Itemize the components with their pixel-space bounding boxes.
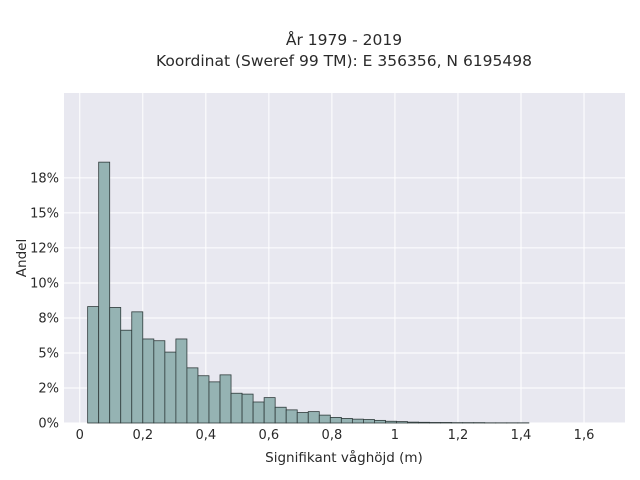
y-tick-label: 8% <box>38 311 59 326</box>
histogram-bar <box>374 419 386 424</box>
x-tick-label: 0,4 <box>195 428 216 443</box>
histogram-bar <box>274 406 287 424</box>
x-tick-label: 1,6 <box>574 428 595 443</box>
x-gridlines <box>79 93 585 423</box>
histogram-bar <box>363 419 375 424</box>
histogram-bar <box>385 420 397 424</box>
histogram-bar <box>219 374 232 424</box>
y-tick-label: 12% <box>30 241 59 256</box>
histogram-bar <box>418 421 430 424</box>
histogram-bar <box>340 418 353 424</box>
histogram-bar <box>329 416 342 424</box>
histogram-bar <box>230 392 243 424</box>
histogram-bar <box>197 375 210 424</box>
histogram-bar <box>396 421 408 424</box>
y-tick-label: 0% <box>38 417 59 432</box>
histogram-bar <box>109 307 122 424</box>
histogram-bar <box>252 401 265 424</box>
y-tick-label: 18% <box>30 171 59 186</box>
chart-title: År 1979 - 2019 <box>286 30 402 49</box>
histogram-bar <box>407 421 419 424</box>
x-tick-label: 0,8 <box>322 428 343 443</box>
histogram-bar <box>120 329 133 424</box>
histogram-bar <box>429 422 442 424</box>
y-tick-label: 2% <box>38 381 59 396</box>
x-tick-label: 0,6 <box>259 428 280 443</box>
x-tick-label: 1 <box>391 428 399 443</box>
x-tick-label: 0 <box>76 428 84 443</box>
histogram-bar <box>263 397 276 424</box>
x-tick-label: 1,4 <box>511 428 532 443</box>
histogram-bar <box>296 412 309 424</box>
histogram-bar <box>87 306 100 424</box>
y-tick-labels: 0% 2% 5% 8% 10% 12% 15% 18% <box>30 171 59 431</box>
chart-subtitle: Koordinat (Sweref 99 TM): E 356356, N 61… <box>156 52 532 70</box>
histogram-bar <box>98 161 111 424</box>
histogram-bar <box>241 393 254 424</box>
histogram-bar <box>175 338 188 424</box>
x-axis-label: Signifikant våghöjd (m) <box>265 449 423 466</box>
histogram-bar <box>208 381 221 424</box>
y-axis-label: Andel <box>14 239 30 277</box>
histogram-bar <box>440 422 453 424</box>
histogram-bar <box>153 340 166 424</box>
histogram-bar <box>351 418 364 424</box>
histogram-bar <box>285 409 298 424</box>
histogram-bar <box>186 367 199 424</box>
histogram-bars <box>87 161 530 424</box>
x-tick-labels: 0 0,2 0,4 0,6 0,8 1 1,2 1,4 1,6 <box>76 428 595 443</box>
y-tick-label: 5% <box>38 346 59 361</box>
histogram-bar <box>307 411 320 424</box>
y-tick-label: 10% <box>30 276 59 291</box>
histogram-bar <box>318 414 331 424</box>
x-tick-label: 1,2 <box>448 428 469 443</box>
x-tick-label: 0,2 <box>132 428 153 443</box>
histogram-bar <box>142 338 155 424</box>
y-tick-label: 15% <box>30 206 59 221</box>
histogram-bar <box>164 351 177 424</box>
histogram-bar <box>131 311 144 424</box>
